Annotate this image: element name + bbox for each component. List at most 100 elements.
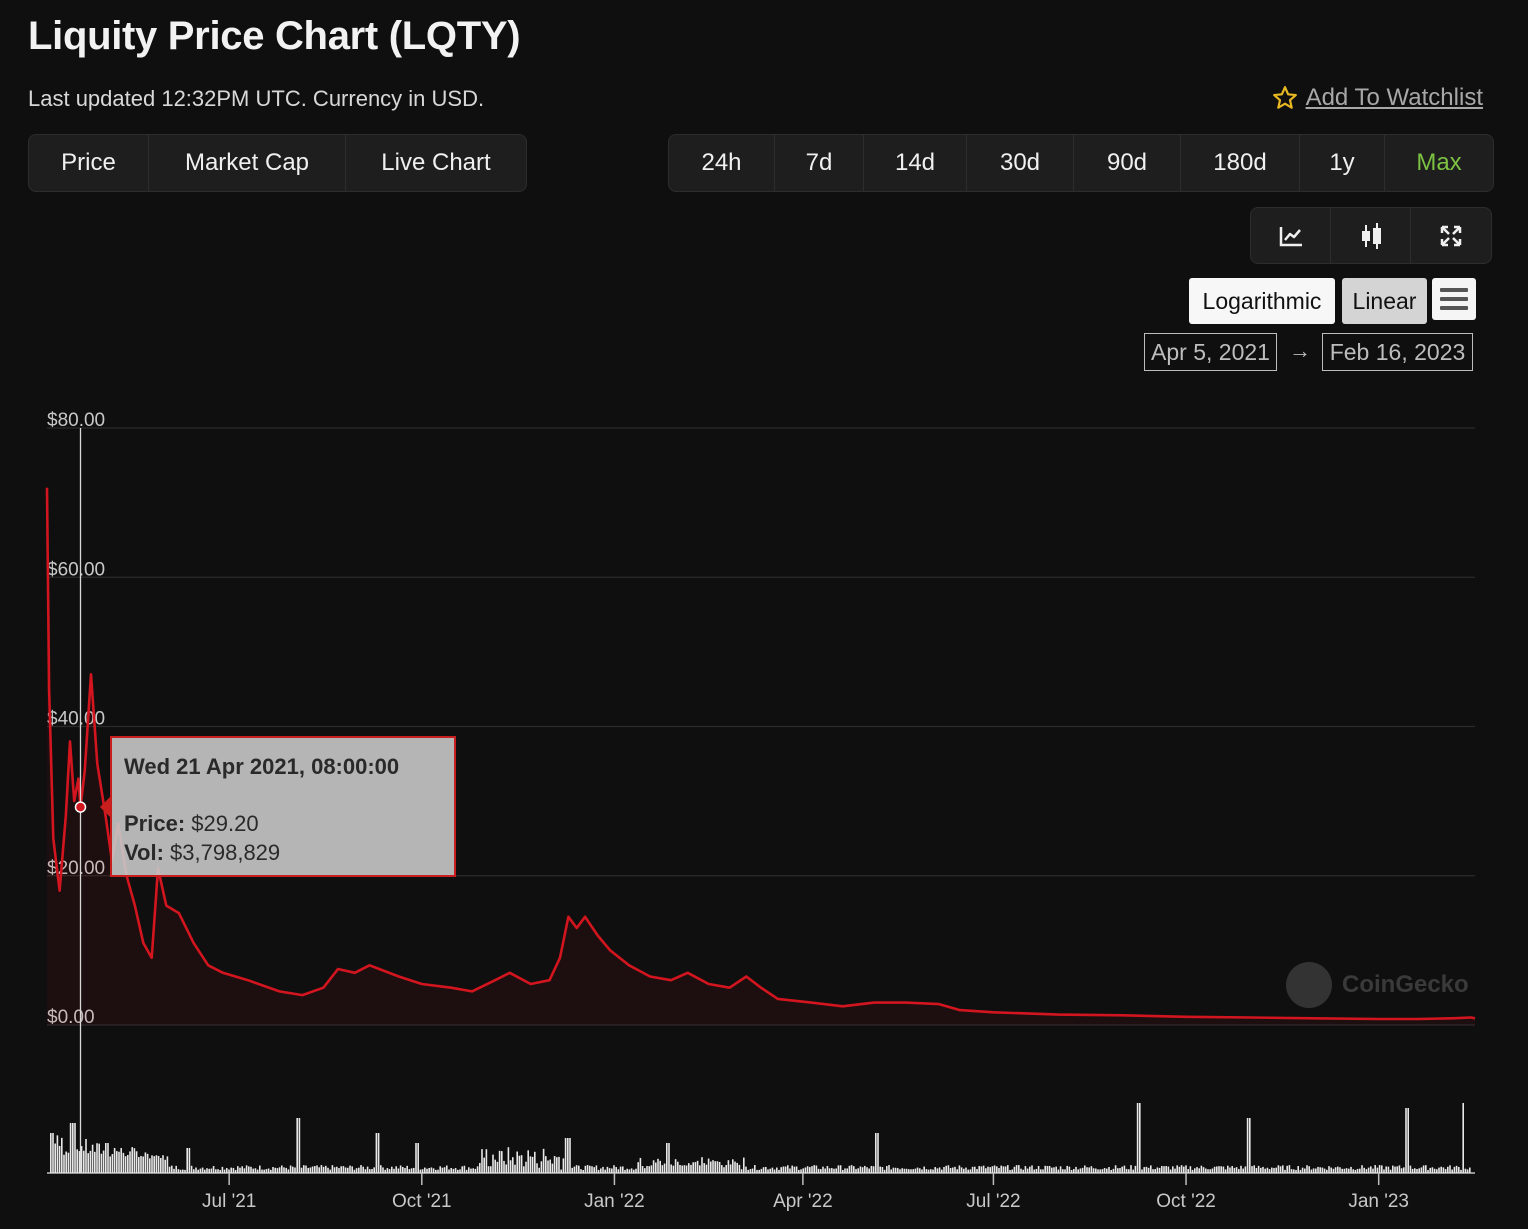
volume-bar [567,1138,569,1173]
volume-bar [529,1156,532,1173]
volume-bar [1339,1167,1341,1173]
logarithmic-scale-button[interactable]: Logarithmic [1189,278,1335,324]
volume-bar [1374,1165,1376,1173]
fullscreen-button[interactable] [1411,208,1491,263]
volume-bar [641,1166,644,1173]
volume-bar [164,1159,166,1173]
y-tick-label: $40.00 [47,709,105,730]
volume-bar [129,1151,131,1173]
linear-scale-button[interactable]: Linear [1342,278,1427,324]
volume-bar [666,1143,668,1173]
volume-bar [892,1167,895,1173]
volume-bar [384,1169,386,1173]
volume-bar [1205,1168,1207,1173]
volume-bar [602,1166,604,1173]
volume-bar [723,1167,725,1173]
volume-bar [1106,1168,1108,1173]
volume-bar [1361,1165,1363,1173]
volume-bar [1275,1167,1277,1173]
volume-bar [318,1167,320,1173]
volume-bar [875,1133,877,1173]
volume-bar [674,1159,677,1173]
volume-bar [760,1168,763,1173]
volume-bar [958,1165,961,1173]
volume-bar [1466,1169,1469,1173]
range-24h[interactable]: 24h [669,135,775,191]
volume-bar [1253,1165,1255,1173]
volume-bar [1290,1169,1293,1173]
volume-bar [1007,1165,1009,1173]
volume-bar [481,1149,483,1173]
range-90d[interactable]: 90d [1074,135,1181,191]
date-to-input[interactable]: Feb 16, 2023 [1322,333,1473,371]
volume-bar [1194,1168,1196,1173]
volume-bar [386,1168,389,1173]
volume-bar [50,1133,52,1173]
date-range-arrow: → [1289,338,1311,363]
volume-bar [472,1168,474,1173]
volume-bar [285,1167,287,1173]
range-7d[interactable]: 7d [775,135,864,191]
volume-bar [1295,1169,1297,1173]
volume-bar [1132,1169,1134,1173]
volume-bar [1392,1165,1394,1173]
range-14d[interactable]: 14d [864,135,967,191]
range-max[interactable]: Max [1416,149,1462,176]
x-tick-label: Jul '21 [202,1191,256,1212]
volume-bar [883,1169,886,1173]
add-to-watchlist-link[interactable]: Add To Watchlist [1272,84,1483,112]
volume-bar [138,1157,140,1173]
range-30d[interactable]: 30d [967,135,1074,191]
star-icon [1272,86,1297,109]
tab-market-cap[interactable]: Market Cap [149,135,346,191]
volume-bar [241,1166,243,1173]
volume-bar [1341,1168,1343,1173]
volume-bar [859,1166,862,1173]
volume-bar [417,1143,419,1173]
volume-bar [842,1169,844,1173]
x-tick-label: Apr '22 [773,1191,833,1212]
volume-bar [534,1151,536,1173]
tab-live-chart[interactable]: Live Chart [381,149,491,176]
line-chart-button[interactable] [1251,208,1331,263]
candlestick-button[interactable] [1331,208,1411,263]
range-180d[interactable]: 180d [1181,135,1300,191]
volume-bar [1431,1167,1434,1173]
volume-bar [762,1167,765,1173]
volume-bar [991,1166,994,1173]
range-1y[interactable]: 1y [1300,135,1385,191]
volume-bar [1211,1168,1214,1173]
volume-bar [985,1168,987,1173]
volume-bar [1200,1165,1203,1173]
volume-bar [716,1161,719,1173]
volume-bar [175,1165,177,1173]
watermark-text: CoinGecko [1342,971,1469,998]
volume-bar [254,1168,257,1173]
volume-bar [113,1147,116,1173]
volume-bar [1152,1169,1154,1173]
volume-bar [652,1160,655,1173]
volume-bar [712,1160,714,1173]
volume-bar [1055,1166,1057,1173]
volume-bar [1260,1167,1262,1173]
volume-bar [578,1165,580,1173]
volume-bar [448,1169,450,1173]
date-from-input[interactable]: Apr 5, 2021 [1144,333,1277,371]
chart-menu-button[interactable] [1432,278,1476,320]
volume-bar [591,1166,593,1173]
volume-bar [144,1152,147,1173]
volume-bar [1264,1168,1266,1173]
tab-price[interactable]: Price [29,135,149,191]
volume-bar [362,1166,364,1173]
volume-bar [815,1165,818,1173]
volume-bar [1460,1169,1462,1173]
volume-bar [1301,1167,1304,1173]
volume-bar [1444,1169,1447,1173]
volume-bar [756,1169,758,1173]
volume-bar [1411,1168,1414,1173]
volume-bar [1156,1167,1159,1173]
volume-bar [1233,1167,1236,1173]
volume-bar [1057,1169,1060,1173]
volume-bar [597,1169,600,1173]
